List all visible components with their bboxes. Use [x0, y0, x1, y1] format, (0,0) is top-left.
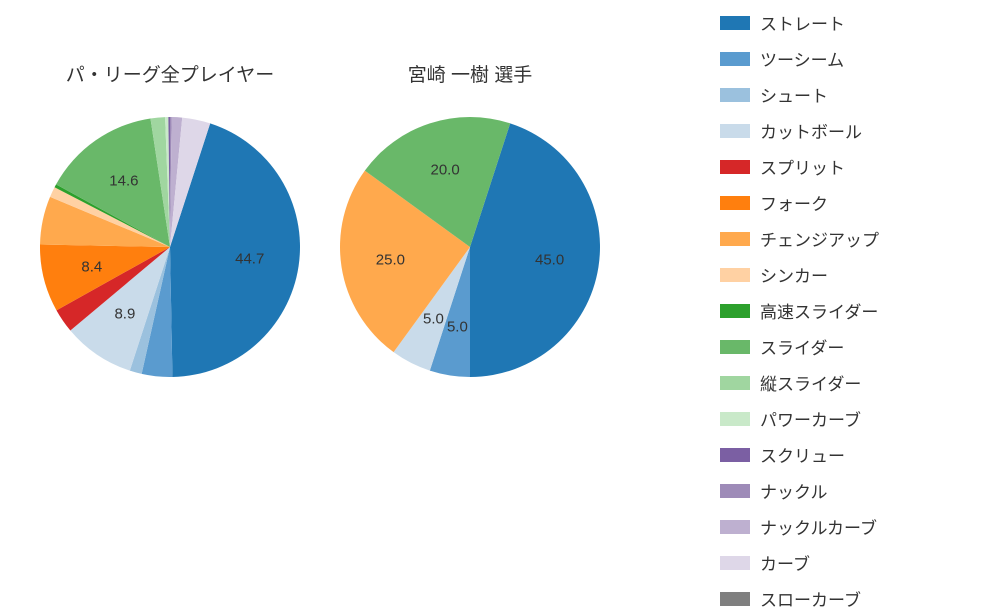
- legend-item: ツーシーム: [720, 46, 980, 71]
- legend-item: スローカーブ: [720, 586, 980, 611]
- legend-label: スローカーブ: [760, 586, 861, 611]
- pie-slice-label: 20.0: [430, 162, 459, 179]
- legend-label: フォーク: [760, 190, 828, 215]
- legend-label: パワーカーブ: [760, 406, 861, 431]
- legend-item: カットボール: [720, 118, 980, 143]
- legend-label: スプリット: [760, 154, 845, 179]
- pie-slice-label: 45.0: [535, 251, 564, 268]
- legend-swatch: [720, 268, 750, 282]
- legend-swatch: [720, 340, 750, 354]
- pie-slice-label: 14.6: [109, 172, 138, 189]
- legend-swatch: [720, 52, 750, 66]
- legend-swatch: [720, 88, 750, 102]
- pie-slice-label: 8.4: [81, 258, 102, 275]
- legend-label: ツーシーム: [760, 46, 844, 71]
- legend-swatch: [720, 412, 750, 426]
- legend-label: ストレート: [760, 10, 845, 35]
- pie-chart: パ・リーグ全プレイヤー 44.7 8.9 8.4 14.6: [40, 60, 300, 580]
- legend-label: カーブ: [760, 550, 810, 575]
- legend-swatch: [720, 196, 750, 210]
- legend-swatch: [720, 484, 750, 498]
- legend-swatch: [720, 304, 750, 318]
- legend-item: 縦スライダー: [720, 370, 980, 395]
- legend-label: シュート: [760, 82, 828, 107]
- legend-swatch: [720, 592, 750, 606]
- legend-item: ナックルカーブ: [720, 514, 980, 539]
- legend-label: スクリュー: [760, 442, 845, 467]
- chart-title: パ・リーグ全プレイヤー: [66, 60, 274, 87]
- legend-item: ストレート: [720, 10, 980, 35]
- legend-label: 縦スライダー: [760, 370, 861, 395]
- pie-slice-label: 25.0: [376, 251, 405, 268]
- legend-swatch: [720, 16, 750, 30]
- legend-swatch: [720, 556, 750, 570]
- pie: 44.7 8.9 8.4 14.6: [40, 117, 300, 377]
- legend-label: カットボール: [760, 118, 862, 143]
- pie: 45.0 5.05.0 25.0 20.0: [340, 117, 600, 377]
- legend-item: スクリュー: [720, 442, 980, 467]
- legend-label: スライダー: [760, 334, 844, 359]
- pie-chart: 宮崎 一樹 選手 45.0 5.05.0 25.0 20.0: [340, 60, 600, 580]
- legend-swatch: [720, 448, 750, 462]
- legend-label: ナックルカーブ: [760, 514, 877, 539]
- pie-slice-label: 44.7: [235, 250, 264, 267]
- legend-swatch: [720, 376, 750, 390]
- legend-item: パワーカーブ: [720, 406, 980, 431]
- legend-swatch: [720, 520, 750, 534]
- chart-container: パ・リーグ全プレイヤー 44.7 8.9 8.4 14.6 宮崎 一樹 選手 45.0 5.0…: [0, 0, 1000, 600]
- legend-item: スプリット: [720, 154, 980, 179]
- legend-item: シュート: [720, 82, 980, 107]
- legend-swatch: [720, 232, 750, 246]
- legend-label: シンカー: [760, 262, 828, 287]
- legend-item: カーブ: [720, 550, 980, 575]
- legend-label: ナックル: [760, 478, 828, 503]
- legend-item: チェンジアップ: [720, 226, 980, 251]
- pie-slice-label: 5.0: [447, 318, 468, 335]
- legend-item: フォーク: [720, 190, 980, 215]
- legend-item: シンカー: [720, 262, 980, 287]
- legend-swatch: [720, 160, 750, 174]
- chart-title: 宮崎 一樹 選手: [408, 60, 533, 87]
- legend-item: ナックル: [720, 478, 980, 503]
- legend-item: スライダー: [720, 334, 980, 359]
- pie-slice-label: 8.9: [114, 305, 135, 322]
- legend-label: 高速スライダー: [760, 298, 878, 323]
- pie-slice-label: 5.0: [423, 310, 444, 327]
- legend: ストレートツーシームシュートカットボールスプリットフォークチェンジアップシンカー…: [710, 0, 1000, 600]
- charts-area: パ・リーグ全プレイヤー 44.7 8.9 8.4 14.6 宮崎 一樹 選手 45.0 5.0…: [0, 0, 710, 600]
- legend-swatch: [720, 124, 750, 138]
- legend-label: チェンジアップ: [760, 226, 879, 251]
- legend-item: 高速スライダー: [720, 298, 980, 323]
